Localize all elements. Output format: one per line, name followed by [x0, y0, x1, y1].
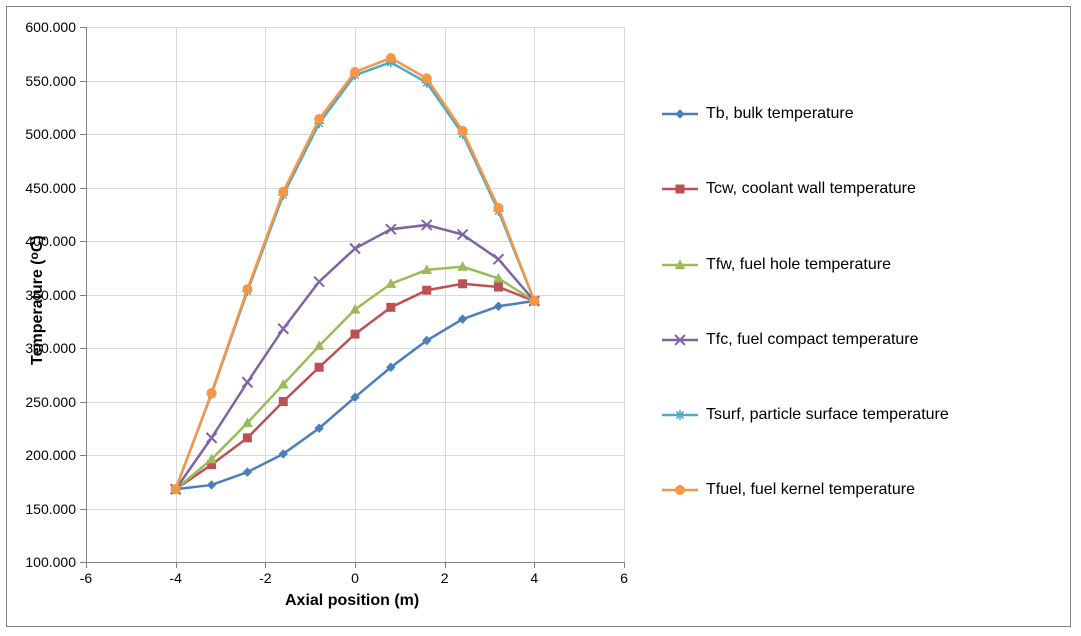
series-marker-Tfuel [279, 187, 288, 196]
plot-svg [7, 7, 1070, 626]
series-marker-Tfuel [386, 54, 395, 63]
legend-swatch-Tfc [662, 331, 698, 349]
series-line-Tcw [176, 284, 535, 489]
series-marker-Tfuel [171, 485, 180, 494]
series-marker-Tfc [207, 433, 217, 443]
series-marker-Tfuel [530, 296, 539, 305]
series-marker-Tfuel [351, 67, 360, 76]
series-marker-Tcw [494, 283, 502, 291]
series-marker-Tcw [315, 363, 323, 371]
series-marker-Tcw [351, 330, 359, 338]
series-marker-Tfuel [315, 115, 324, 124]
series-marker-Tfc [493, 254, 503, 264]
series-line-Tfc [176, 225, 535, 489]
series-marker-Tfc [278, 324, 288, 334]
series-marker-Tfuel [458, 126, 467, 135]
legend-swatch-Tcw [662, 180, 698, 198]
legend-swatch-Tfw [662, 256, 698, 274]
series-marker-Tfuel [422, 74, 431, 83]
series-marker-Tcw [459, 280, 467, 288]
series-marker-Tfc [242, 377, 252, 387]
series-marker-Tfuel [494, 203, 503, 212]
legend-entry-Tfw: Tfw, fuel hole temperature [662, 246, 891, 283]
series-marker-Tcw [243, 434, 251, 442]
legend-label-Tb: Tb, bulk temperature [706, 95, 854, 132]
legend-swatch-Tb [662, 105, 698, 123]
chart-container: -6-4-20246100.000150.000200.000250.00030… [7, 7, 1070, 626]
legend-label-Tfuel: Tfuel, fuel kernel temperature [706, 471, 915, 508]
legend-entry-Tfc: Tfc, fuel compact temperature [662, 321, 919, 358]
series-marker-Tfc [314, 277, 324, 287]
series-line-Tsurf [176, 62, 535, 489]
legend-entry-Tfuel: Tfuel, fuel kernel temperature [662, 471, 915, 508]
series-marker-Tb [494, 302, 502, 310]
legend-entry-Tb: Tb, bulk temperature [662, 95, 854, 132]
series-marker-Tcw [279, 398, 287, 406]
legend-entry-Tsurf: Tsurf, particle surface temperature [662, 396, 949, 433]
legend-entry-Tcw: Tcw, coolant wall temperature [662, 170, 916, 207]
series-marker-Tcw [387, 303, 395, 311]
legend-label-Tfw: Tfw, fuel hole temperature [706, 246, 891, 283]
series-marker-Tfuel [207, 388, 216, 397]
series-marker-Tfuel [243, 285, 252, 294]
legend-label-Tfc: Tfc, fuel compact temperature [706, 321, 919, 358]
legend-swatch-Tfuel [662, 481, 698, 499]
legend-label-Tcw: Tcw, coolant wall temperature [706, 170, 916, 207]
legend-swatch-Tsurf [662, 406, 698, 424]
legend-label-Tsurf: Tsurf, particle surface temperature [706, 396, 949, 433]
series-marker-Tcw [423, 286, 431, 294]
series-marker-Tb [208, 481, 216, 489]
series-marker-Tfc [350, 243, 360, 253]
series-line-Tfw [176, 267, 535, 490]
